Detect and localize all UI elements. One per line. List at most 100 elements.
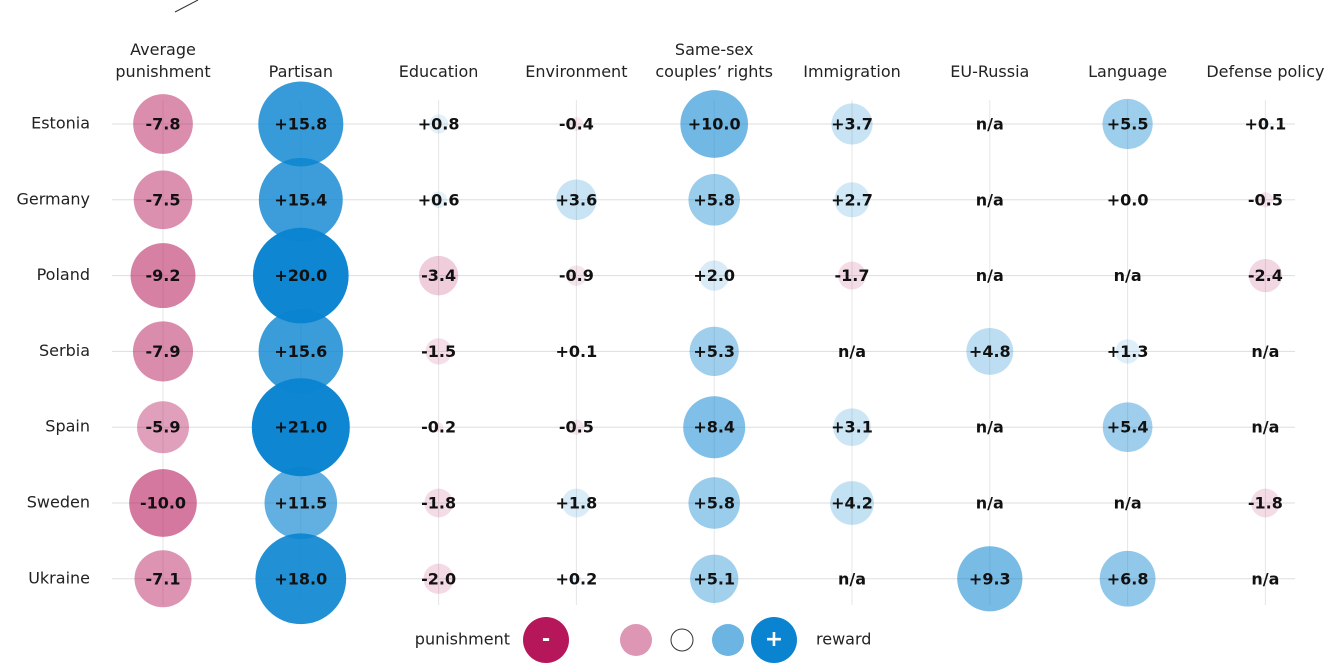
value-label: -0.9 (559, 266, 594, 285)
bubble (689, 326, 739, 377)
bubble (252, 227, 349, 324)
value-label: -3.4 (421, 266, 456, 285)
bubble (1248, 259, 1282, 293)
bubble (134, 550, 192, 608)
bubble (568, 419, 584, 435)
bubble (130, 243, 196, 309)
value-label: n/a (976, 494, 1004, 513)
legend-sign: + (765, 627, 783, 652)
column-header: Education (398, 62, 479, 81)
value-label: -1.7 (835, 266, 870, 285)
value-label: -1.8 (421, 494, 456, 513)
value-label: n/a (838, 569, 866, 588)
value-label: +18.0 (274, 569, 327, 588)
legend-swatch (751, 617, 797, 663)
column-header: Defense policy (1206, 62, 1325, 81)
bubble (1115, 339, 1140, 364)
row-label: Ukraine (28, 568, 90, 587)
value-label: +0.1 (1245, 115, 1287, 134)
bubble (690, 554, 739, 603)
value-label: +10.0 (688, 115, 741, 134)
bubble (133, 170, 193, 230)
value-label: +11.5 (274, 494, 327, 513)
bubble (258, 309, 344, 394)
bubble (838, 261, 866, 290)
bubble (556, 179, 597, 221)
bubble (429, 114, 449, 134)
value-label: -1.8 (1248, 494, 1283, 513)
value-label: n/a (1114, 266, 1142, 285)
bubble (699, 260, 730, 291)
value-label: -7.8 (146, 115, 181, 134)
bubble (258, 81, 344, 167)
column-header: Partisan (268, 62, 333, 81)
bubble (566, 265, 587, 286)
value-label: +4.2 (831, 494, 873, 513)
bubble (424, 488, 453, 518)
value-label: +0.1 (556, 342, 598, 361)
value-label: +5.1 (693, 569, 735, 588)
value-label: +0.6 (418, 190, 460, 209)
value-label: n/a (976, 418, 1004, 437)
value-label: n/a (976, 266, 1004, 285)
row-label: Estonia (31, 114, 90, 133)
value-label: -0.4 (559, 115, 594, 134)
bubble (1257, 192, 1273, 208)
column-header: EU-Russia (950, 62, 1030, 81)
bubble (562, 488, 591, 518)
legend-swatch (670, 628, 694, 652)
column-header: Immigration (803, 62, 901, 81)
bubble (418, 255, 459, 296)
bubble (1099, 550, 1156, 607)
value-label: -0.5 (1248, 190, 1283, 209)
value-label: +15.4 (274, 190, 327, 209)
bubble (957, 546, 1023, 612)
bubble (430, 191, 447, 209)
value-label: +21.0 (274, 418, 327, 437)
value-label: +15.6 (274, 342, 327, 361)
bubble (1251, 488, 1280, 518)
legend-label: reward (816, 630, 871, 649)
value-label: -10.0 (140, 494, 186, 513)
value-label: +0.0 (1107, 190, 1149, 209)
value-label: +5.4 (1107, 418, 1149, 437)
legend-swatch (712, 624, 744, 656)
value-label: +2.7 (831, 190, 873, 209)
value-label: n/a (976, 190, 1004, 209)
value-label: n/a (1251, 418, 1279, 437)
legend-sign: - (542, 627, 550, 651)
bubble (683, 396, 746, 459)
value-label: +5.5 (1107, 115, 1149, 134)
value-label: +8.4 (693, 418, 735, 437)
bubble (255, 533, 347, 625)
value-label: +2.0 (693, 266, 735, 285)
bubble (264, 466, 338, 540)
value-label: -0.5 (559, 418, 594, 437)
value-label: n/a (1114, 494, 1142, 513)
value-label: +5.8 (693, 494, 735, 513)
bubble (833, 408, 871, 447)
column-header: Average punishment (115, 40, 211, 81)
value-label: -2.4 (1248, 266, 1283, 285)
bubble (425, 338, 452, 365)
value-label: -2.0 (421, 569, 456, 588)
bubble (433, 422, 444, 432)
value-label: +1.3 (1107, 342, 1149, 361)
bubble (830, 481, 874, 525)
bubble (1262, 120, 1269, 128)
bubble (680, 90, 749, 158)
column-header: Same-sex couples’ rights (655, 40, 773, 81)
value-label: -1.5 (421, 342, 456, 361)
value-label: -7.5 (146, 190, 181, 209)
row-label: Serbia (39, 341, 90, 360)
value-label: +20.0 (274, 266, 327, 285)
bubble (132, 321, 194, 382)
bubble (1102, 402, 1153, 453)
bubble (423, 563, 454, 594)
row-label: Sweden (27, 493, 90, 512)
value-label: +0.2 (556, 569, 598, 588)
bubble (831, 103, 873, 145)
legend-label: punishment (415, 630, 510, 649)
